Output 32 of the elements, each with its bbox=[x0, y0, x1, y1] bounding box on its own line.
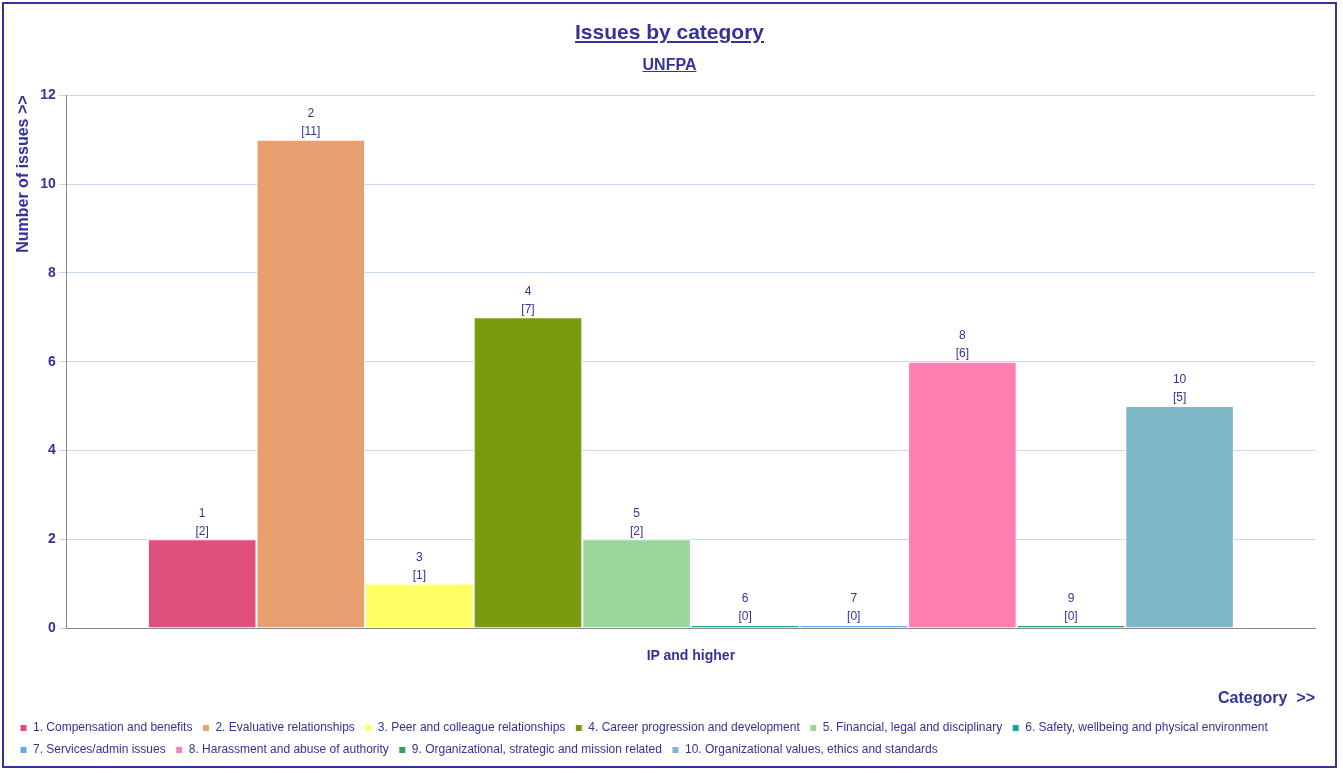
legend-label: 2. Evaluative relationships bbox=[215, 720, 355, 735]
data-label: 4 [7] bbox=[521, 283, 535, 316]
data-label: 10 [5] bbox=[1172, 372, 1187, 405]
y-tick-label: 8 bbox=[47, 263, 56, 280]
legend-label: 6. Safety, wellbeing and physical environment bbox=[1025, 720, 1269, 735]
y-tick-label: 10 bbox=[40, 175, 56, 192]
chart-subtitle: UNFPA bbox=[641, 56, 698, 74]
data-label: 2 [11] bbox=[301, 106, 321, 139]
data-label: 6 [0] bbox=[738, 591, 752, 624]
data-label: 9 [0] bbox=[1064, 591, 1078, 624]
legend-label: 5. Financial, legal and disciplinary bbox=[822, 720, 1003, 735]
x-axis-title: Category >> bbox=[1218, 688, 1315, 706]
data-label: 7 [0] bbox=[847, 591, 861, 624]
y-tick-label: 4 bbox=[47, 441, 56, 458]
y-tick-label: 0 bbox=[47, 618, 56, 635]
legend-label: 7. Services/admin issues bbox=[33, 742, 166, 757]
y-tick-label: 2 bbox=[47, 530, 56, 547]
legend-label: 9. Organizational, strategic and mission related bbox=[411, 742, 662, 757]
y-tick-label: 6 bbox=[47, 352, 56, 369]
y-tick-label: 12 bbox=[40, 86, 56, 103]
y-axis-title: Number of issues >> bbox=[14, 95, 32, 253]
legend-label: 1. Compensation and benefits bbox=[33, 720, 193, 735]
data-label: 5 [2] bbox=[629, 505, 644, 538]
chart-title: Issues by category bbox=[573, 20, 766, 44]
data-label: 8 [6] bbox=[955, 328, 970, 361]
legend-label: 3. Peer and colleague relationships bbox=[377, 720, 566, 735]
data-label: 3 [1] bbox=[412, 549, 427, 582]
x-tick-label: IP and higher bbox=[646, 647, 736, 664]
data-label: 1 [2] bbox=[195, 505, 209, 538]
legend-label: 8. Harassment and abuse of authority bbox=[188, 742, 389, 757]
legend-label: 4. Career progression and development bbox=[588, 720, 801, 735]
legend-label: 10. Organizational values, ethics and standards bbox=[684, 742, 938, 757]
